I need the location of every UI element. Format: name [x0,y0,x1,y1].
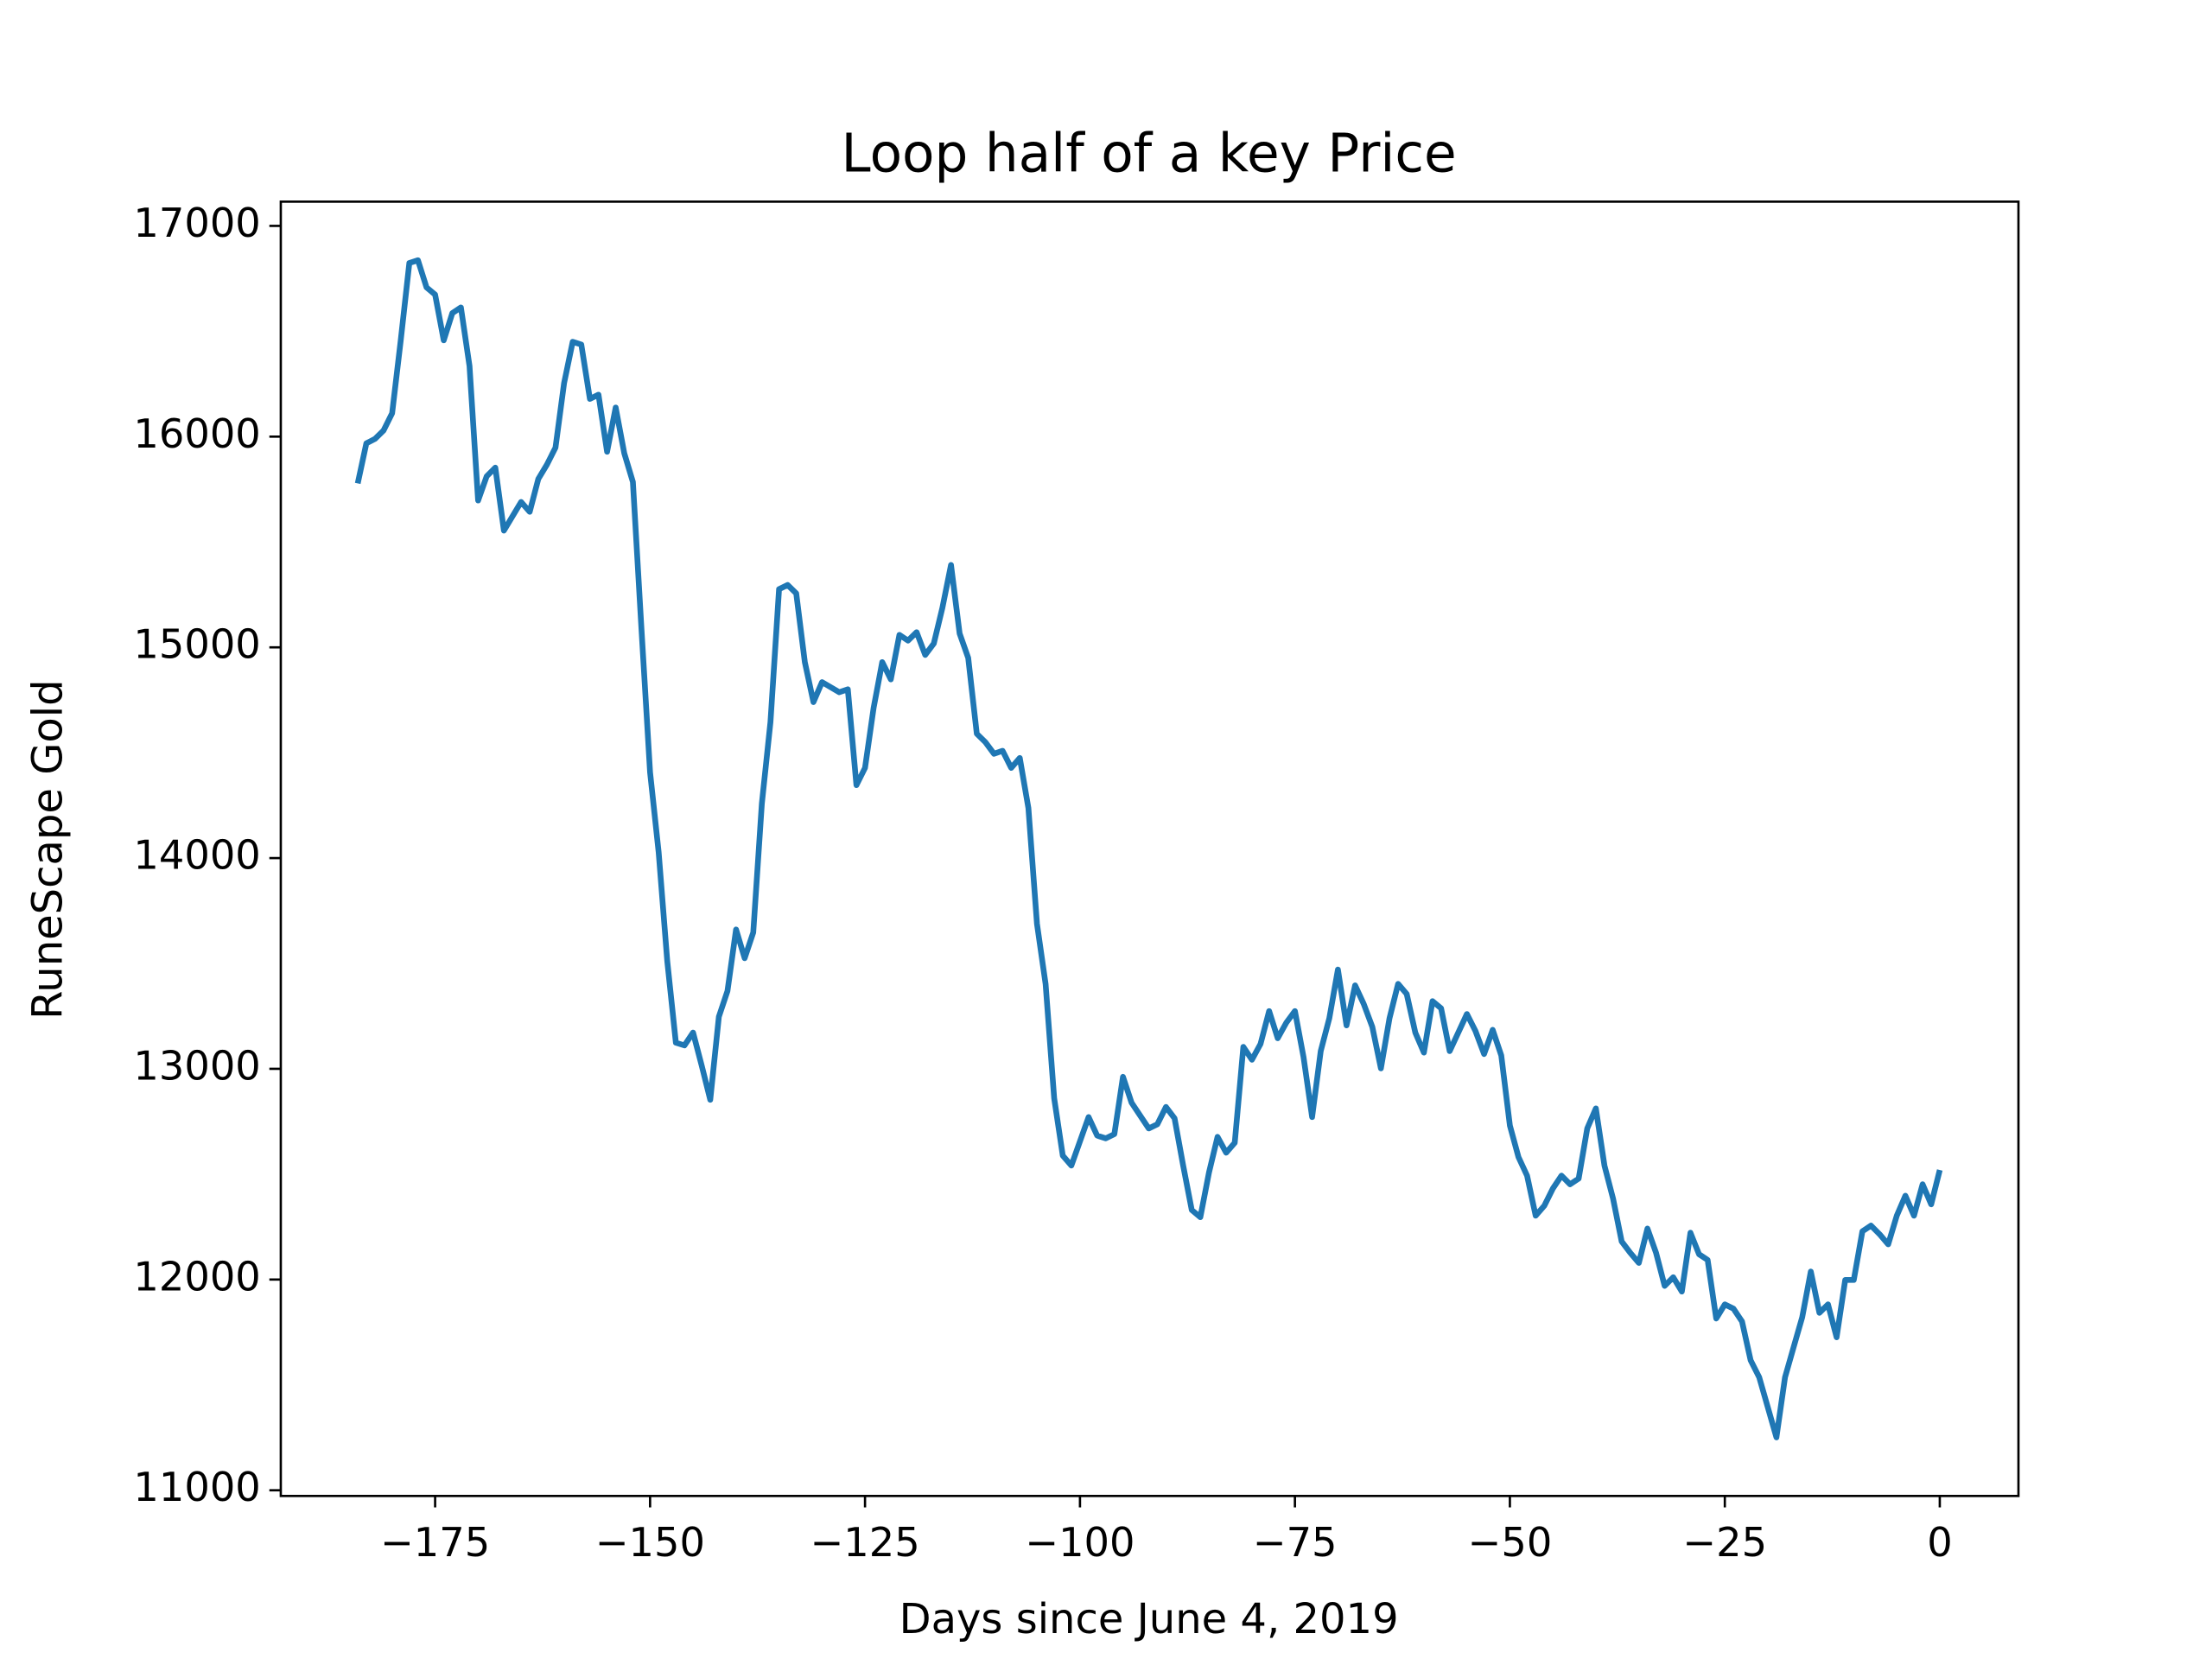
x-tick-label: −175 [380,1519,490,1566]
price-line [354,257,1943,1440]
y-tick-label: 14000 [133,832,260,879]
x-tick-label: −150 [595,1519,705,1566]
y-tick-label: 11000 [133,1464,260,1510]
x-axis-label: Days since June 4, 2019 [899,1595,1399,1643]
x-tick-label: −25 [1682,1519,1767,1566]
y-tick-label: 15000 [133,621,260,668]
y-tick-label: 17000 [133,200,260,246]
x-tick-label: −100 [1025,1519,1135,1566]
y-axis-label: RuneScape Gold [24,679,73,1019]
x-tick-label: 0 [1927,1519,1952,1566]
x-tick-label: −50 [1468,1519,1553,1566]
chart-title: Loop half of a key Price [842,124,1457,185]
x-tick-label: −125 [810,1519,919,1566]
plot-frame [279,200,2020,1497]
y-tick-label: 16000 [133,410,260,457]
x-tick-label: −75 [1253,1519,1338,1566]
y-tick-label: 12000 [133,1253,260,1300]
y-tick-label: 13000 [133,1042,260,1089]
